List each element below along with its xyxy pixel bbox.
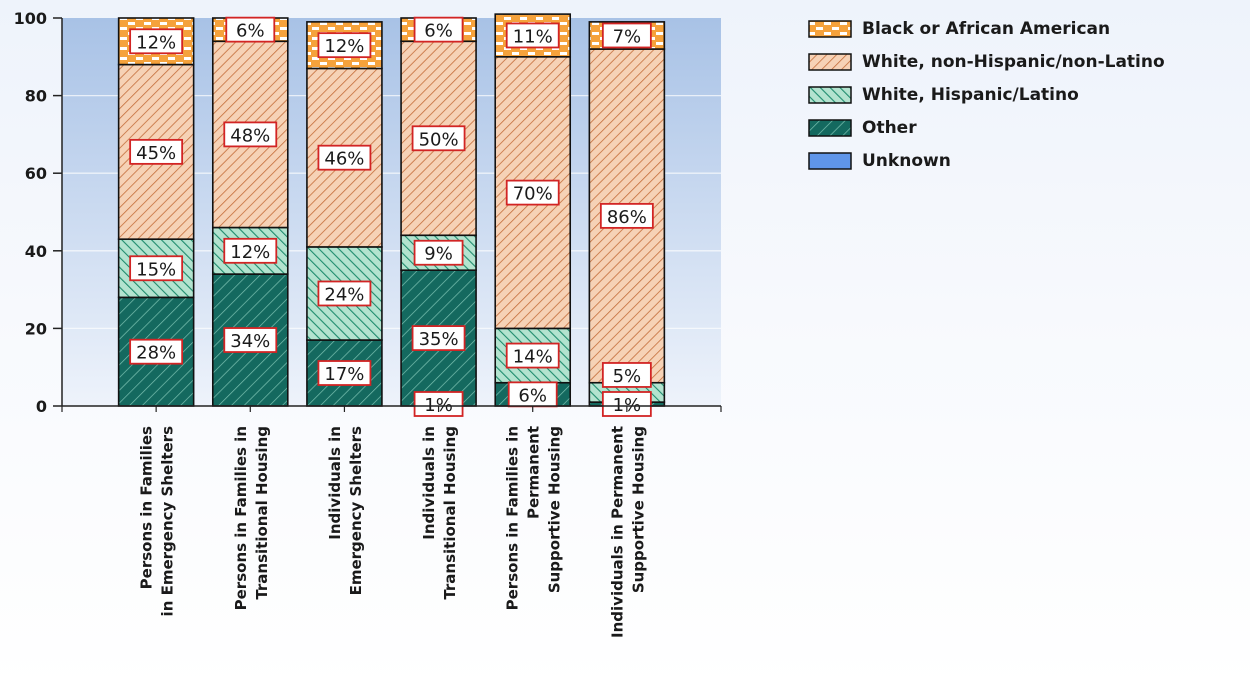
data-label: 24% [324,284,364,305]
x-category-label: Individuals in Permanent [608,426,626,638]
x-category-label: Persons in Families in [232,426,250,610]
data-label: 17% [324,364,364,385]
legend-swatch-white [808,52,852,71]
data-label: 14% [513,347,553,368]
data-label: 15% [136,259,176,280]
data-label-box [601,391,652,417]
legend-label: White, Hispanic/Latino [862,84,1079,105]
x-category-label: Permanent [525,426,543,519]
data-label-box [223,327,278,353]
x-category-label: Emergency Shelters [347,426,365,595]
data-label-box [413,391,464,417]
x-category-label: Supportive Housing [629,426,647,593]
legend-label: Black or African American [862,18,1111,39]
x-category-label: Supportive Housing [546,426,564,593]
legend-label: Other [862,117,917,138]
data-label: 48% [230,125,270,146]
legend-item-unknown: Unknown [808,144,1165,177]
data-label-box [225,16,276,43]
x-category-label: Persons in Families [138,426,156,589]
data-label: 6% [424,21,453,42]
data-label: 5% [613,366,642,387]
y-tick-label: 60 [25,164,47,183]
y-tick-label: 20 [25,319,47,338]
x-category-label: Individuals in [420,426,438,540]
data-label-box [129,338,184,365]
data-label-box [129,28,184,55]
legend-item-hisp: White, Hispanic/Latino [808,78,1165,111]
data-label-box [411,325,466,352]
y-tick-label: 40 [25,242,47,261]
legend-label: White, non-Hispanic/non-Latino [862,51,1165,72]
data-label-box [317,32,372,59]
data-label: 6% [236,21,265,42]
legend: Black or African American White, non-Hisp… [808,12,1165,177]
data-label: 12% [324,36,364,57]
data-label-box [317,360,372,386]
x-category-label: Persons in Families in [504,426,522,610]
y-tick-label: 100 [14,9,47,28]
data-label: 70% [513,184,553,205]
x-category-label: in Emergency Shelters [159,426,177,617]
data-label-box [129,138,184,165]
legend-item-white: White, non-Hispanic/non-Latino [808,45,1165,78]
data-label-box [223,121,278,148]
data-label-box [505,179,560,206]
data-label-box [317,144,372,171]
legend-swatch-black [808,19,852,38]
data-label-box [129,255,184,282]
data-label-box [413,239,464,266]
data-label-box [223,237,278,264]
data-label: 12% [136,32,176,53]
data-label: 11% [513,26,553,47]
data-label: 7% [613,26,642,47]
x-category-label: Transitional Housing [441,426,459,600]
data-label: 9% [424,244,453,265]
data-label: 12% [230,242,270,263]
data-label: 35% [419,329,459,350]
legend-item-black: Black or African American [808,12,1165,45]
data-label: 45% [136,143,176,164]
data-label-box [317,280,372,307]
y-tick-label: 80 [25,87,47,106]
data-label: 28% [136,343,176,364]
legend-swatch-hisp [808,85,852,104]
legend-label: Unknown [862,150,951,171]
legend-swatch-unknown [808,151,852,170]
data-label-box [507,381,558,408]
legend-swatch-other [808,118,852,137]
x-category-label: Transitional Housing [253,426,271,600]
data-label-box [601,22,652,49]
data-label: 86% [607,207,647,228]
data-label: 46% [324,149,364,170]
data-label-box [505,342,560,369]
data-label-box [505,22,560,49]
legend-item-other: Other [808,111,1165,144]
data-label-box [601,362,652,388]
data-label-box [411,125,466,152]
x-category-label: Individuals in [326,426,344,540]
y-tick-label: 0 [36,397,47,416]
data-label: 6% [518,385,547,406]
data-label-box [599,202,654,229]
data-label-box [413,16,464,43]
data-label: 34% [230,331,270,352]
data-label: 50% [419,129,459,150]
